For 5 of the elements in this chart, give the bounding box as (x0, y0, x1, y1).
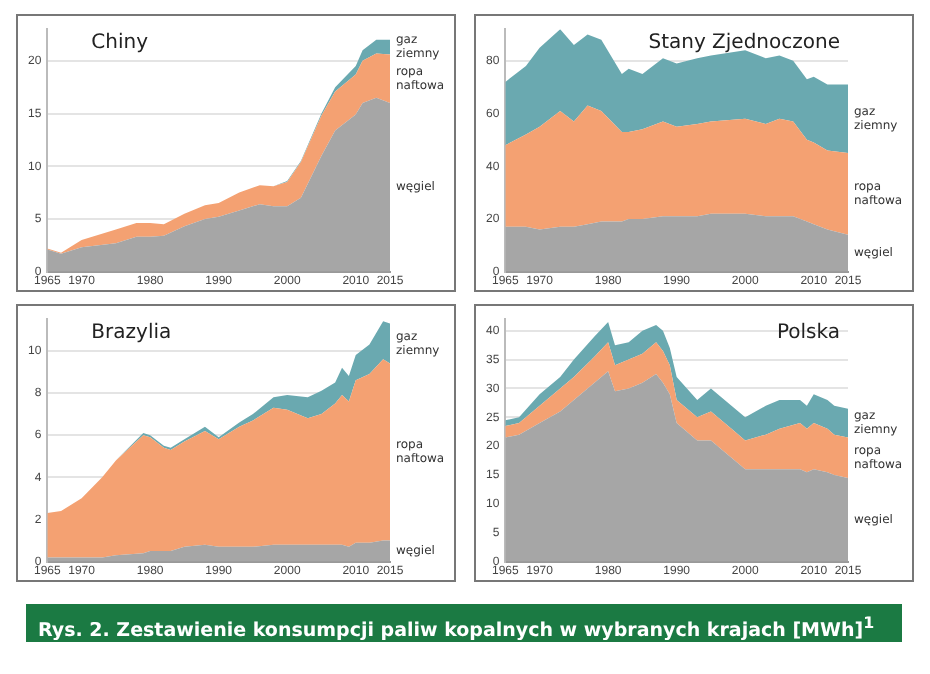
chart-title: Polska (776, 322, 840, 345)
chart-title: Chiny (91, 32, 149, 55)
text: Rys. 2. Zestawienie konsumpcji paliw kopalnych w wybranych krajach [MWh]$^{1}$ (26, 604, 902, 643)
chart-title: Brazylia (91, 322, 172, 345)
chart-title: Stany Zjednoczone (648, 32, 840, 55)
